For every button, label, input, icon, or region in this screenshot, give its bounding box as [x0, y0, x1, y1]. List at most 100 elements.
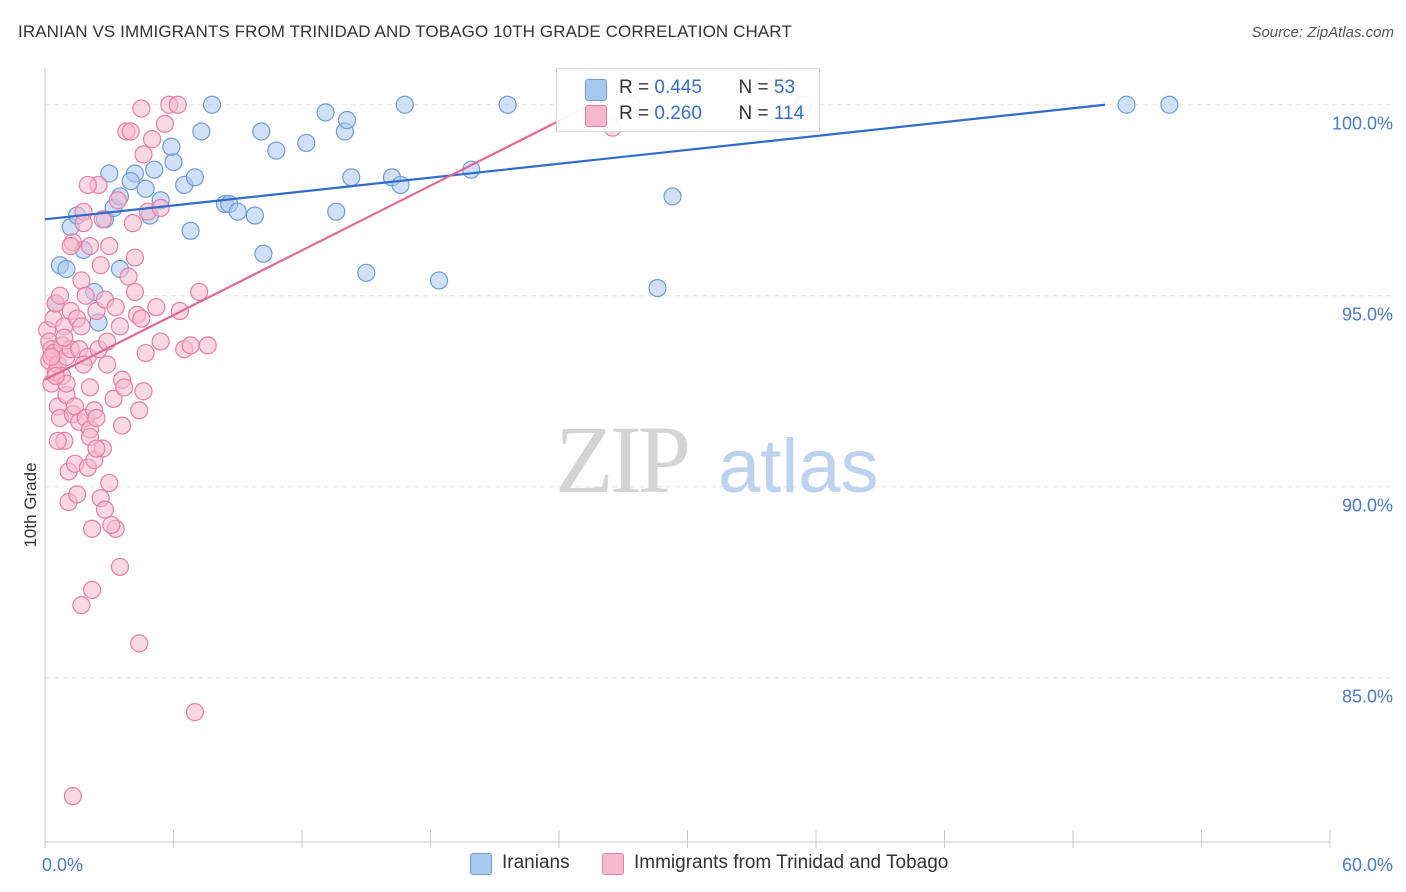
legend-swatch-trinidad — [585, 105, 607, 127]
trinidad-point — [72, 271, 91, 290]
source-credit: Source: ZipAtlas.com — [1251, 24, 1394, 41]
trinidad-point — [63, 787, 82, 806]
trinidad-point — [72, 596, 91, 615]
iranians-point — [357, 263, 376, 282]
trinidad-point — [61, 236, 80, 256]
n-value: 114 — [773, 103, 805, 124]
r-value: 0.260 — [654, 103, 702, 124]
trinidad-point — [48, 431, 67, 450]
trinidad-point — [55, 328, 74, 347]
legend-label-trinidad: Immigrants from Trinidad and Tobago — [634, 852, 949, 873]
watermark-atlas: atlas — [718, 424, 879, 509]
trinidad-point — [76, 286, 95, 305]
trinidad-point — [132, 99, 151, 118]
trinidad-point — [123, 214, 142, 233]
r-label: R = — [619, 103, 650, 124]
trinidad-point — [46, 366, 65, 386]
trinidad-point — [125, 248, 145, 267]
r-label: R = — [619, 77, 650, 98]
iranians-point — [252, 122, 271, 141]
trinidad-point — [130, 401, 149, 420]
iranians-point — [100, 164, 119, 183]
trinidad-point — [151, 332, 170, 351]
watermark: ZIP atlas — [555, 406, 879, 513]
trinidad-point — [130, 634, 149, 653]
legend-swatch-trinidad — [602, 853, 624, 875]
stats-legend: R = 0.445 N = 53 R = 0.260 N = 114 — [556, 68, 820, 132]
trinidad-point — [80, 378, 100, 397]
trinidad-point — [121, 122, 140, 141]
trinidad-point — [100, 236, 119, 256]
n-label: N = — [738, 103, 769, 124]
trinidad-point — [83, 519, 102, 538]
r-value: 0.445 — [654, 77, 702, 98]
n-label: N = — [738, 77, 769, 98]
trinidad-point — [98, 355, 117, 374]
trinidad-point — [83, 580, 102, 599]
iranians-point — [228, 202, 247, 221]
trinidad-point — [42, 347, 61, 366]
trinidad-point — [50, 286, 70, 305]
trinidad-point — [68, 485, 87, 504]
trinidad-point — [136, 343, 155, 363]
legend-swatch-iranians — [585, 79, 607, 101]
iranians-point — [297, 133, 316, 153]
legend-label-iranians: Iranians — [502, 852, 570, 873]
iranians-point — [121, 172, 140, 191]
iranians-point — [57, 259, 76, 279]
trinidad-point — [100, 473, 119, 493]
trinidad-point — [93, 210, 112, 229]
trinidad-point — [102, 515, 121, 535]
trinidad-point — [181, 336, 200, 355]
n-value: 53 — [773, 77, 796, 98]
trinidad-point — [142, 130, 162, 149]
trinidad-point — [190, 282, 209, 302]
trinidad-point — [72, 317, 91, 336]
y-tick-label: 100.0% — [1332, 114, 1393, 134]
iranians-point — [395, 95, 414, 114]
iranians-point — [185, 168, 205, 187]
trinidad-point — [147, 298, 166, 317]
trinidad-points — [38, 95, 641, 806]
iranians-point — [1160, 95, 1179, 114]
iranians-point — [145, 160, 164, 179]
trinidad-point — [115, 378, 134, 397]
trinidad-point — [134, 382, 153, 401]
trinidad-point — [112, 416, 132, 435]
iranians-point — [162, 137, 181, 156]
series-legend: Iranians Immigrants from Trinidad and To… — [470, 852, 990, 878]
trinidad-point — [110, 557, 130, 577]
trinidad-point — [87, 439, 106, 458]
iranians-point — [462, 160, 481, 179]
x-tick-label: 60.0% — [1342, 855, 1393, 875]
chart-title: IRANIAN VS IMMIGRANTS FROM TRINIDAD AND … — [18, 22, 792, 41]
iranians-trend-line — [44, 103, 1106, 221]
y-axis-label: 10th Grade — [21, 462, 40, 547]
trinidad-point — [132, 309, 151, 328]
tick-labels: 100.0% 95.0% 90.0% 85.0% 0.0% 60.0% — [42, 114, 1393, 875]
trinidad-point — [134, 145, 153, 164]
iranians-point — [429, 271, 449, 290]
trinidad-point — [119, 267, 138, 286]
iranians-point — [164, 152, 183, 172]
trinidad-point — [91, 256, 110, 275]
iranians-point — [202, 95, 222, 114]
trinidad-point — [87, 408, 106, 428]
trinidad-point — [95, 500, 115, 519]
trinidad-point — [106, 298, 125, 317]
iranians-point — [316, 103, 335, 122]
trinidad-point — [110, 317, 130, 336]
watermark-zip: ZIP — [555, 406, 688, 513]
y-tick-label: 95.0% — [1342, 305, 1393, 325]
trinidad-point — [168, 95, 187, 114]
iranians-point — [181, 221, 200, 240]
iranians-point — [337, 110, 357, 130]
iranians-point — [136, 179, 155, 198]
trinidad-point — [104, 389, 123, 408]
iranians-point — [1117, 95, 1136, 114]
trinidad-point — [185, 703, 205, 722]
iranians-point — [663, 187, 682, 206]
iranians-point — [648, 279, 667, 298]
trinidad-point — [155, 114, 175, 133]
